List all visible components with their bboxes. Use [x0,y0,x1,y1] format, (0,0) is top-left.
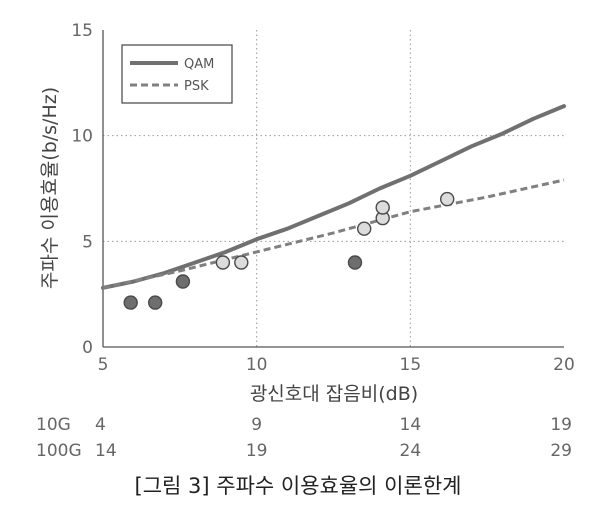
x-tick-label: 20 [553,355,575,375]
y-tick-label: 15 [71,21,93,41]
data-point-open [440,191,455,207]
secondary-axis-label: 10G [36,415,71,435]
secondary-axis-tick: 4 [95,415,106,435]
secondary-axis-tick: 14 [95,441,117,461]
x-tick-label: 10 [246,355,268,375]
x-tick-label: 15 [400,355,422,375]
data-point-filled [347,255,363,270]
legend: QAM PSK [121,44,233,104]
secondary-axis-tick: 14 [400,415,422,435]
secondary-axis-tick: 19 [246,441,268,461]
figure-caption: [그림 3] 주파수 이용효율의 이론한계 [135,474,462,498]
data-point-open [234,255,249,270]
y-tick-label: 5 [82,232,93,252]
secondary-axis-table: 10G 4 9 14 19 100G 14 19 24 29 [36,415,572,461]
secondary-axis-tick: 24 [400,441,422,461]
data-point-filled [147,295,163,310]
legend-box [121,44,233,104]
grid [103,30,564,347]
points-layer [123,191,455,310]
x-tick-label: 5 [98,355,109,375]
x-axis-title: 광신호대 잡음비(dB) [250,383,418,405]
series-line-psk [102,178,565,290]
data-point-open [357,221,372,236]
legend-label-qam: QAM [184,57,214,72]
series-line-qam [101,104,566,290]
data-point-filled [175,274,191,289]
secondary-axis-tick: 9 [251,415,262,435]
secondary-axis-label: 100G [36,441,82,461]
secondary-axis-tick: 29 [550,441,572,461]
data-point-open [215,255,231,270]
y-axis-title: 주파수 이용효율(b/s/Hz) [39,87,61,289]
series-layer [101,104,566,290]
y-tick-label: 0 [82,338,93,358]
y-tick-label: 10 [71,127,93,147]
secondary-axis-tick: 19 [550,415,572,435]
data-point-filled [123,295,138,310]
data-point-open [375,200,390,215]
legend-label-psk: PSK [184,79,209,94]
